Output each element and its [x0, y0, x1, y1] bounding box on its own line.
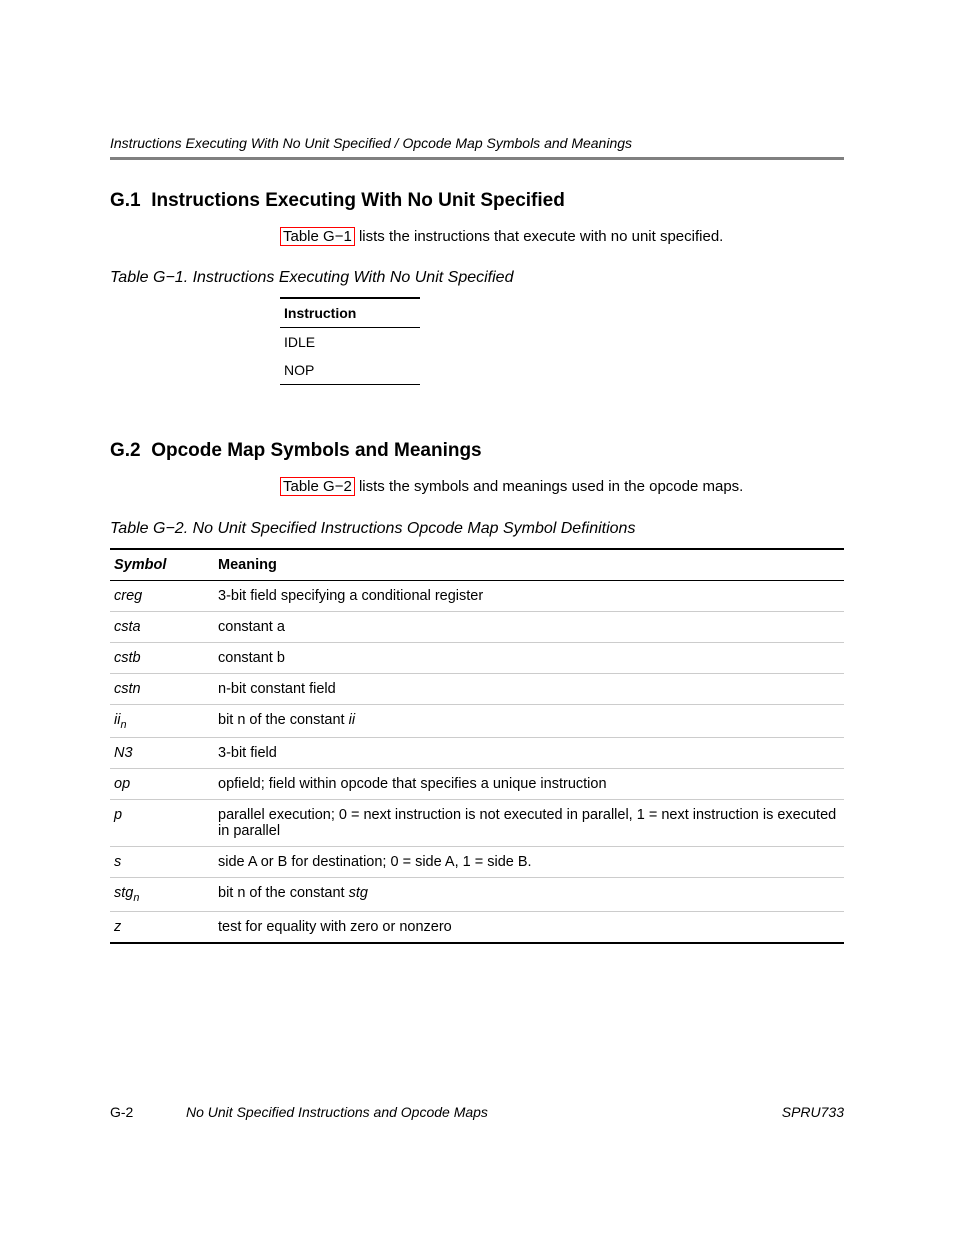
symbol-cell: z [110, 912, 214, 944]
meaning-cell: 3-bit field [214, 738, 844, 769]
symbol-cell: cstn [110, 673, 214, 704]
table-row: cstnn-bit constant field [110, 673, 844, 704]
meaning-cell: constant a [214, 611, 844, 642]
meaning-cell: opfield; field within opcode that specif… [214, 769, 844, 800]
symbol-cell: stgn [110, 878, 214, 912]
symbol-col-header: Symbol [110, 549, 214, 581]
symbol-cell: s [110, 847, 214, 878]
table-row: opopfield; field within opcode that spec… [110, 769, 844, 800]
doc-id: SPRU733 [782, 1104, 844, 1120]
symbol-cell: creg [110, 580, 214, 611]
instruction-cell: IDLE [280, 328, 420, 357]
table-row: creg3-bit field specifying a conditional… [110, 580, 844, 611]
section-heading-g2: G.2 Opcode Map Symbols and Meanings [110, 440, 844, 462]
section1-intro-suffix: lists the instructions that execute with… [355, 228, 724, 245]
table-row: iinbit n of the constant ii [110, 704, 844, 738]
symbol-cell: cstb [110, 642, 214, 673]
page-number: G-2 [110, 1104, 186, 1120]
symbol-cell: op [110, 769, 214, 800]
instruction-table: Instruction IDLE NOP [280, 297, 420, 385]
symbol-cell: p [110, 800, 214, 847]
table-row: NOP [280, 356, 420, 385]
table-row: cstbconstant b [110, 642, 844, 673]
section-number: G.2 [110, 440, 141, 461]
page-footer: G-2 No Unit Specified Instructions and O… [110, 1104, 844, 1120]
meaning-cell: bit n of the constant ii [214, 704, 844, 738]
section-title: Opcode Map Symbols and Meanings [151, 440, 481, 461]
table-g2-link[interactable]: Table G−2 [280, 477, 355, 496]
section2-intro: Table G−2 lists the symbols and meanings… [280, 477, 844, 497]
page: Instructions Executing With No Unit Spec… [0, 0, 954, 1235]
table-g2-caption: Table G−2. No Unit Specified Instruction… [110, 520, 844, 538]
table-row: sside A or B for destination; 0 = side A… [110, 847, 844, 878]
table-row: IDLE [280, 328, 420, 357]
table-row: ztest for equality with zero or nonzero [110, 912, 844, 944]
instruction-table-header: Instruction [280, 298, 420, 328]
table-g1-link[interactable]: Table G−1 [280, 227, 355, 246]
symbol-cell: csta [110, 611, 214, 642]
meaning-cell: n-bit constant field [214, 673, 844, 704]
meaning-cell: test for equality with zero or nonzero [214, 912, 844, 944]
meaning-cell: constant b [214, 642, 844, 673]
section-title: Instructions Executing With No Unit Spec… [151, 190, 565, 211]
symbol-cell: iin [110, 704, 214, 738]
section2-intro-suffix: lists the symbols and meanings used in t… [355, 478, 744, 495]
footer-title: No Unit Specified Instructions and Opcod… [186, 1104, 782, 1120]
meaning-cell: 3-bit field specifying a conditional reg… [214, 580, 844, 611]
symbol-cell: N3 [110, 738, 214, 769]
section1-intro: Table G−1 lists the instructions that ex… [280, 227, 844, 247]
table-row: cstaconstant a [110, 611, 844, 642]
running-header: Instructions Executing With No Unit Spec… [110, 135, 844, 157]
instruction-cell: NOP [280, 356, 420, 385]
meaning-cell: bit n of the constant stg [214, 878, 844, 912]
section-heading-g1: G.1 Instructions Executing With No Unit … [110, 190, 844, 212]
table-row: N33-bit field [110, 738, 844, 769]
meaning-col-header: Meaning [214, 549, 844, 581]
header-rule [110, 157, 844, 160]
table-row: pparallel execution; 0 = next instructio… [110, 800, 844, 847]
symbol-table: Symbol Meaning creg3-bit field specifyin… [110, 548, 844, 945]
meaning-cell: side A or B for destination; 0 = side A,… [214, 847, 844, 878]
table-row: stgnbit n of the constant stg [110, 878, 844, 912]
table-g1-caption: Table G−1. Instructions Executing With N… [110, 269, 844, 287]
section-number: G.1 [110, 190, 141, 211]
meaning-cell: parallel execution; 0 = next instruction… [214, 800, 844, 847]
